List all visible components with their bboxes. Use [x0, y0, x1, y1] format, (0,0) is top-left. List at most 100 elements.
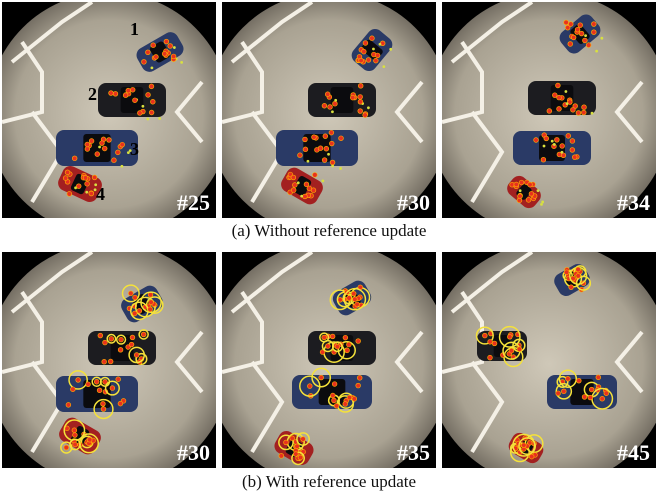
feature-point	[330, 393, 335, 398]
feature-point	[150, 99, 155, 104]
image-panel: #30	[0, 242, 231, 486]
feature-point	[514, 182, 519, 187]
feature-point	[102, 359, 107, 364]
feature-point	[101, 407, 106, 412]
feature-point	[350, 95, 355, 100]
feature-point	[543, 145, 546, 148]
feature-point	[570, 148, 575, 153]
feature-point	[303, 137, 308, 142]
feature-point	[541, 201, 544, 204]
feature-point	[307, 160, 310, 163]
feature-point	[129, 342, 134, 347]
feature-point	[586, 43, 591, 48]
feature-point	[86, 382, 91, 387]
feature-point	[137, 111, 142, 116]
feature-point	[331, 110, 334, 113]
feature-point	[540, 203, 543, 206]
feature-point	[126, 88, 131, 93]
image-panel: #45	[427, 242, 658, 486]
feature-point	[570, 107, 575, 112]
feature-point	[303, 147, 308, 152]
feature-point	[110, 386, 115, 391]
figure: 1234#25#30#34(a) Without reference updat…	[0, 0, 658, 497]
feature-point	[118, 401, 123, 406]
feature-point	[149, 110, 154, 115]
feature-point	[351, 291, 356, 296]
feature-point	[373, 58, 378, 63]
feature-point	[109, 336, 114, 341]
feature-point	[557, 106, 562, 111]
feature-point	[120, 142, 125, 147]
feature-point	[382, 65, 385, 68]
feature-point	[568, 22, 573, 27]
feature-point	[322, 335, 327, 340]
feature-point	[130, 87, 135, 92]
feature-point	[173, 46, 176, 49]
feature-point	[509, 348, 514, 353]
feature-point	[128, 291, 133, 296]
feature-point	[291, 188, 296, 193]
feature-point	[571, 35, 576, 40]
feature-point	[83, 175, 88, 180]
feature-point	[576, 267, 581, 272]
feature-point	[149, 300, 154, 305]
frame-number: #35	[397, 440, 430, 465]
feature-point	[312, 135, 317, 140]
feature-point	[339, 136, 344, 141]
feature-point	[334, 403, 339, 408]
feature-point	[529, 454, 534, 459]
feature-point	[95, 152, 100, 157]
feature-point	[591, 112, 594, 115]
feature-point	[347, 395, 352, 400]
feature-point	[307, 384, 312, 389]
feature-point	[529, 191, 534, 196]
feature-point	[389, 48, 392, 51]
feature-point	[564, 90, 567, 93]
feature-point	[321, 179, 324, 182]
feature-point	[582, 395, 587, 400]
feature-point	[146, 118, 149, 121]
feature-point	[343, 402, 348, 407]
caption: (b) With reference update	[242, 472, 416, 491]
feature-point	[70, 387, 75, 392]
feature-point	[356, 383, 361, 388]
feature-point	[312, 172, 317, 177]
feature-point	[564, 20, 569, 25]
feature-point	[151, 43, 156, 48]
feature-point	[335, 344, 340, 349]
object-label: 3	[130, 139, 139, 159]
feature-point	[582, 105, 587, 110]
car-window	[331, 87, 354, 113]
feature-point	[561, 151, 564, 154]
feature-point	[604, 391, 609, 396]
feature-point	[300, 195, 303, 198]
feature-point	[329, 130, 334, 135]
feature-point	[118, 347, 123, 352]
feature-point	[102, 146, 107, 151]
object-label: 2	[88, 84, 97, 104]
feature-point	[158, 117, 161, 120]
feature-point	[517, 347, 522, 352]
feature-point	[519, 189, 522, 192]
feature-point	[488, 355, 493, 360]
feature-point	[98, 333, 103, 338]
feature-point	[92, 175, 97, 180]
feature-point	[492, 341, 497, 346]
feature-point	[162, 51, 167, 56]
feature-point	[566, 102, 569, 105]
feature-point	[591, 30, 596, 35]
feature-point	[330, 334, 335, 339]
feature-point	[142, 59, 147, 64]
feature-point	[366, 58, 371, 63]
frame-number: #30	[397, 190, 430, 215]
feature-point	[322, 158, 327, 163]
feature-point	[332, 382, 337, 387]
feature-point	[578, 23, 583, 28]
frame-number: #34	[617, 190, 650, 215]
feature-point	[324, 146, 329, 151]
feature-point	[595, 50, 598, 53]
feature-point	[87, 437, 92, 442]
feature-point	[113, 91, 118, 96]
feature-point	[339, 167, 342, 170]
feature-point	[372, 48, 375, 51]
